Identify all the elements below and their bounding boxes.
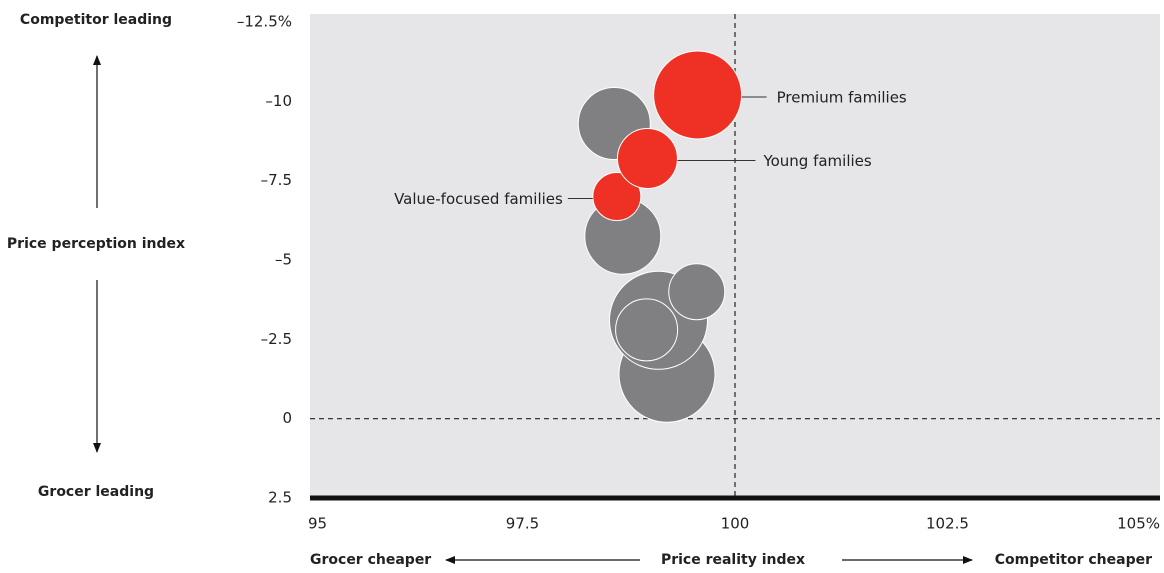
bubble [592, 172, 642, 222]
x-left-label: Grocer cheaper [310, 552, 431, 568]
y-tick-label: 2.5 [268, 489, 292, 507]
y-tick-label: –10 [265, 92, 292, 110]
bubble [616, 127, 678, 189]
x-tick-label: 105% [1117, 515, 1160, 533]
y-tick-label: –7.5 [261, 171, 292, 189]
x-tick-label: 100 [721, 515, 750, 533]
x-right-label: Competitor cheaper [995, 552, 1152, 568]
bubble [668, 263, 726, 321]
bubble [653, 50, 743, 140]
y-tick-label: 0 [282, 409, 292, 427]
x-tick-label: 97.5 [506, 515, 539, 533]
bubble-label: Value-focused families [394, 190, 563, 208]
y-tick-label: –2.5 [261, 330, 292, 348]
bubble-label: Young families [762, 152, 871, 170]
bubble [615, 298, 679, 362]
x-tick-label: 95 [308, 515, 327, 533]
y-bottom-label: Grocer leading [38, 484, 154, 500]
y-top-label: Competitor leading [20, 12, 172, 28]
y-tick-label: –5 [275, 251, 292, 269]
x-axis-label: Price reality index [661, 552, 805, 568]
x-tick-label: 102.5 [926, 515, 969, 533]
y-tick-label: –12.5% [237, 13, 292, 31]
bubble-label: Premium families [777, 88, 907, 106]
y-axis-label: Price perception index [7, 236, 185, 252]
